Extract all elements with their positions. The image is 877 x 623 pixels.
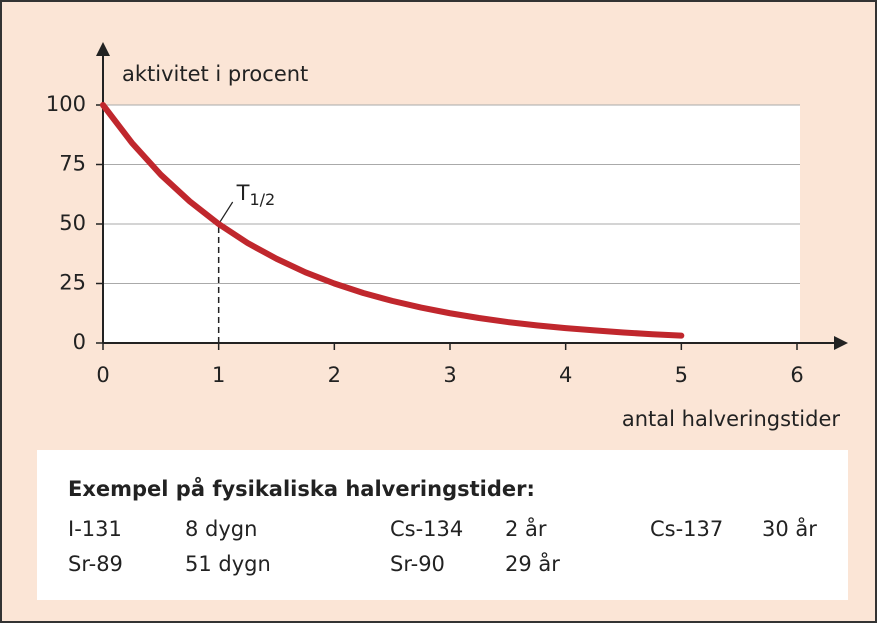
table-cell: Cs-134 <box>390 517 463 541</box>
table-cell: 2 år <box>505 516 547 541</box>
x-tick-label: 2 <box>328 363 341 387</box>
x-tick-label: 4 <box>559 363 572 387</box>
table-cell: Cs-137 <box>650 517 723 541</box>
table-cell: 51 dygn <box>185 552 271 576</box>
y-tick-label: 0 <box>73 330 86 354</box>
table-cell: Sr-89 <box>68 552 123 576</box>
annotation-leader <box>218 201 234 225</box>
y-tick-label: 25 <box>59 271 86 295</box>
table-cell: 8 dygn <box>185 517 257 541</box>
table-cell: I-131 <box>68 517 122 541</box>
x-tick-label: 0 <box>96 363 109 387</box>
x-tick-label: 5 <box>675 363 688 387</box>
table-box <box>37 450 848 600</box>
y-axis-arrow <box>96 42 110 56</box>
curve <box>100 102 685 339</box>
x-tick-label: 1 <box>212 363 225 387</box>
annotation-subscript: 1/2 <box>249 190 275 209</box>
table-title: Exempel på fysikaliska halveringstider: <box>68 476 535 501</box>
x-tick-label: 6 <box>790 363 803 387</box>
annotation-text: T <box>236 181 250 205</box>
y-tick-label: 75 <box>59 152 86 176</box>
y-tick-label: 100 <box>46 92 86 116</box>
y-tick-label: 50 <box>59 211 86 235</box>
table-cell: Sr-90 <box>390 552 445 576</box>
table-cell: 30 år <box>762 516 817 541</box>
table-cell: 29 år <box>505 551 560 576</box>
x-tick-label: 3 <box>443 363 456 387</box>
x-axis-label: antal halveringstider <box>622 407 841 431</box>
x-axis-arrow <box>834 336 848 350</box>
y-axis-label: aktivitet i procent <box>122 62 308 86</box>
annotation: T1/2 <box>236 181 276 209</box>
